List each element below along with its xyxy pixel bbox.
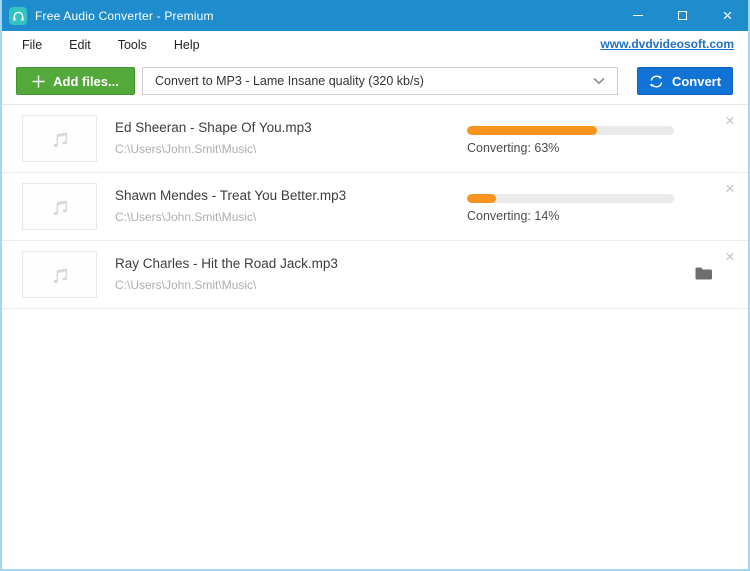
- file-name: Ed Sheeran - Shape Of You.mp3: [115, 120, 312, 135]
- output-preset-dropdown[interactable]: Convert to MP3 - Lame Insane quality (32…: [142, 67, 618, 95]
- menu-edit[interactable]: Edit: [69, 37, 91, 52]
- progress-status: Converting: 63%: [467, 141, 560, 155]
- progress-fill: [467, 194, 496, 203]
- file-path: C:\Users\John.Smit\Music\: [115, 278, 257, 292]
- app-logo-headphones-icon: [9, 6, 27, 25]
- remove-file-button[interactable]: ×: [720, 246, 740, 266]
- close-icon: ×: [725, 110, 735, 130]
- file-name: Ray Charles - Hit the Road Jack.mp3: [115, 256, 338, 271]
- progress-track: [467, 194, 674, 203]
- menu-tools[interactable]: Tools: [117, 37, 147, 52]
- music-note-icon: [53, 199, 67, 215]
- open-output-folder-button[interactable]: [695, 267, 712, 280]
- preset-selected-value: Convert to MP3 - Lame Insane quality (32…: [155, 74, 424, 88]
- website-link[interactable]: www.dvdvideosoft.com: [600, 37, 734, 51]
- folder-icon: [695, 267, 712, 280]
- progress-track: [467, 126, 674, 135]
- remove-file-button[interactable]: ×: [720, 110, 740, 130]
- minimize-button[interactable]: [615, 0, 660, 31]
- audio-thumbnail: [22, 115, 97, 162]
- add-files-label: Add files...: [53, 73, 119, 89]
- file-row: Ray Charles - Hit the Road Jack.mp3 C:\U…: [2, 241, 748, 309]
- file-path: C:\Users\John.Smit\Music\: [115, 210, 257, 224]
- file-row: Shawn Mendes - Treat You Better.mp3 C:\U…: [2, 173, 748, 241]
- file-path: C:\Users\John.Smit\Music\: [115, 142, 257, 156]
- window-title: Free Audio Converter - Premium: [35, 8, 214, 23]
- close-icon: ×: [725, 246, 735, 266]
- maximize-button[interactable]: [660, 0, 705, 31]
- progress-status: Converting: 14%: [467, 209, 560, 223]
- menu-file[interactable]: File: [22, 37, 43, 52]
- file-row: Ed Sheeran - Shape Of You.mp3 C:\Users\J…: [2, 105, 748, 173]
- file-meta: Ed Sheeran - Shape Of You.mp3 C:\Users\J…: [115, 120, 312, 156]
- close-icon: ×: [725, 178, 735, 198]
- sync-icon: [649, 74, 663, 87]
- audio-thumbnail: [22, 183, 97, 230]
- menu-items: File Edit Tools Help: [2, 34, 225, 56]
- convert-label: Convert: [671, 73, 722, 89]
- audio-thumbnail: [22, 251, 97, 298]
- titlebar: Free Audio Converter - Premium ×: [2, 0, 748, 31]
- close-button[interactable]: ×: [705, 0, 748, 31]
- file-name: Shawn Mendes - Treat You Better.mp3: [115, 188, 347, 203]
- music-note-icon: [53, 131, 67, 147]
- file-meta: Shawn Mendes - Treat You Better.mp3 C:\U…: [115, 188, 346, 224]
- add-files-button[interactable]: Add files...: [16, 67, 135, 95]
- chevron-down-icon: [593, 77, 605, 85]
- convert-button[interactable]: Convert: [637, 67, 733, 95]
- conversion-progress: Converting: 63%: [467, 126, 674, 155]
- toolbar: Add files... Convert to MP3 - Lame Insan…: [2, 58, 748, 104]
- menu-help[interactable]: Help: [173, 37, 200, 52]
- file-list: Ed Sheeran - Shape Of You.mp3 C:\Users\J…: [2, 104, 748, 309]
- plus-icon: [32, 75, 45, 87]
- progress-fill: [467, 126, 598, 135]
- file-meta: Ray Charles - Hit the Road Jack.mp3 C:\U…: [115, 256, 338, 292]
- close-icon: ×: [722, 6, 733, 25]
- maximize-icon: [678, 11, 687, 20]
- menubar: File Edit Tools Help www.dvdvideosoft.co…: [2, 31, 748, 58]
- window-controls: ×: [615, 0, 748, 31]
- music-note-icon: [53, 267, 67, 283]
- remove-file-button[interactable]: ×: [720, 178, 740, 198]
- conversion-progress: Converting: 14%: [467, 194, 674, 223]
- minimize-icon: [632, 15, 643, 16]
